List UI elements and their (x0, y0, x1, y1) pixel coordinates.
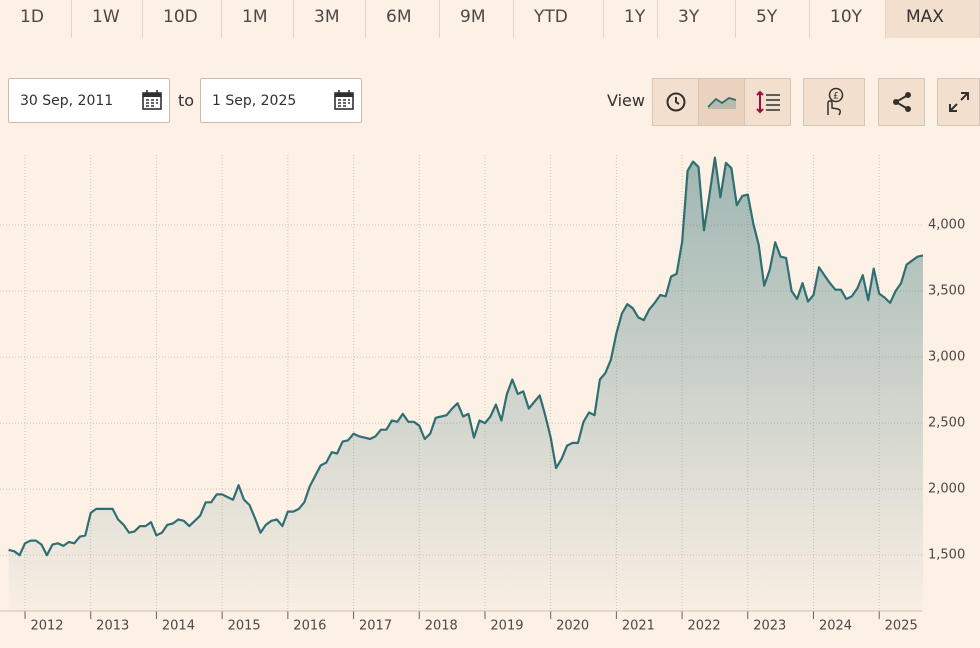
range-tab[interactable]: 1Y (604, 0, 658, 38)
currency-button[interactable]: £ (803, 78, 865, 126)
y-tick-label: 1,500 (928, 548, 965, 563)
y-tick-label: 3,500 (928, 284, 965, 299)
x-tick-label: 2023 (753, 619, 786, 634)
x-tick-label: 2019 (490, 619, 523, 634)
x-tick-label: 2017 (359, 619, 392, 634)
line-icon (706, 97, 736, 109)
time-view-button[interactable] (652, 78, 699, 126)
range-tab[interactable]: 9M (440, 0, 514, 38)
range-tab[interactable]: 3Y (658, 0, 736, 38)
range-tab[interactable]: 1D (0, 0, 72, 38)
x-tick-label: 2012 (30, 619, 63, 634)
calendar-icon (142, 90, 162, 110)
price-line (8, 156, 924, 557)
date-separator: to (178, 91, 195, 110)
from-date-input[interactable]: 30 Sep, 2011 (8, 78, 170, 123)
view-label: View (607, 91, 645, 110)
y-tick-label: 2,500 (928, 416, 965, 431)
calendar-icon (334, 90, 354, 110)
expand-button[interactable] (937, 78, 980, 126)
y-tick-label: 2,000 (928, 482, 965, 497)
line-view-button[interactable] (698, 78, 745, 126)
range-tab[interactable]: 6M (366, 0, 440, 38)
to-date-input[interactable]: 1 Sep, 2025 (200, 78, 362, 123)
share-icon (892, 92, 911, 112)
x-tick-label: 2016 (293, 619, 326, 634)
range-tab[interactable]: 1M (222, 0, 294, 38)
x-tick-label: 2015 (228, 619, 261, 634)
share-button[interactable] (878, 78, 925, 126)
range-tab[interactable]: 1W (72, 0, 143, 38)
clock-icon (666, 92, 685, 112)
from-date: 30 Sep, 2011 (20, 93, 114, 109)
scale-icon (755, 90, 780, 114)
x-tick-label: 2020 (556, 619, 589, 634)
to-date: 1 Sep, 2025 (212, 93, 297, 109)
x-tick-label: 2013 (96, 619, 129, 634)
range-tab[interactable]: MAX (886, 0, 980, 38)
x-tick-label: 2014 (162, 619, 195, 634)
svg-text:£: £ (833, 92, 839, 102)
x-tick-label: 2025 (885, 619, 918, 634)
hand-pound-icon: £ (827, 87, 844, 116)
range-tab[interactable]: 5Y (736, 0, 810, 38)
scale-view-button[interactable] (744, 78, 791, 126)
x-tick-label: 2018 (425, 619, 458, 634)
x-tick-label: 2021 (622, 619, 655, 634)
range-tabs: 1D 1W 10D 1M 3M 6M 9M YTD 1Y 3Y 5Y 10Y MAX (0, 0, 980, 38)
range-tab[interactable]: 10D (143, 0, 222, 38)
range-tab[interactable]: YTD (514, 0, 604, 38)
y-tick-label: 3,000 (928, 350, 965, 365)
x-tick-label: 2024 (819, 619, 852, 634)
expand-icon (948, 92, 969, 112)
y-tick-label: 4,000 (928, 217, 965, 232)
x-tick-label: 2022 (688, 619, 721, 634)
range-tab[interactable]: 3M (294, 0, 366, 38)
range-tab[interactable]: 10Y (810, 0, 886, 38)
area-fill (8, 157, 924, 611)
